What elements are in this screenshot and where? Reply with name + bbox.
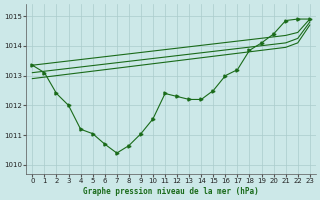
X-axis label: Graphe pression niveau de la mer (hPa): Graphe pression niveau de la mer (hPa) xyxy=(83,187,259,196)
